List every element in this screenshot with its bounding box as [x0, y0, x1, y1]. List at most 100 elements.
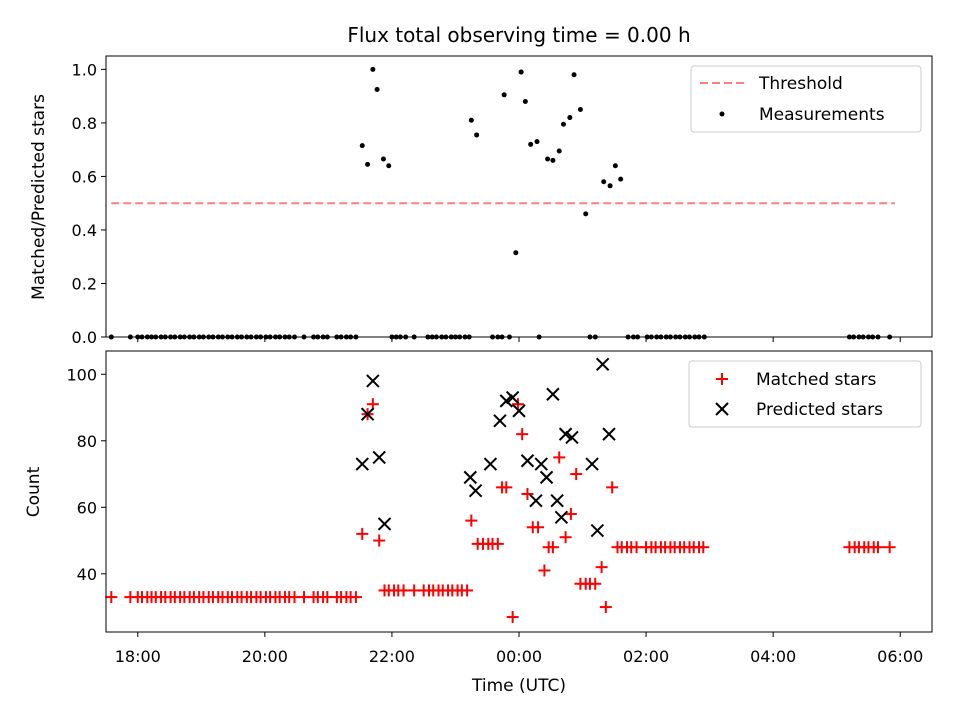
measurement-point	[550, 157, 556, 163]
predicted-star-point	[534, 457, 548, 471]
matched-star-point	[883, 541, 896, 554]
matched-star-point	[105, 591, 118, 604]
measurement-point	[474, 132, 480, 138]
matched-star-point	[500, 481, 513, 494]
bottom-y-axis-label: Count	[24, 466, 44, 517]
matched-star-point	[506, 611, 519, 624]
matched-star-point	[373, 534, 386, 547]
legend-measurements-swatch	[719, 111, 725, 117]
bottom-legend-box	[688, 360, 922, 428]
matched-star-point	[871, 541, 884, 554]
matched-star-point	[697, 541, 710, 554]
predicted-star-point	[468, 483, 483, 498]
measurement-point	[380, 156, 386, 162]
measurement-point	[501, 92, 507, 98]
x-tick-label: 00:00	[496, 647, 542, 666]
x-tick-label: 06:00	[877, 647, 923, 666]
measurement-point	[618, 176, 624, 182]
predicted-star-point	[554, 510, 569, 524]
legend-measurements-label: Measurements	[759, 105, 885, 125]
matched-star-point	[599, 601, 612, 614]
matched-star-point	[595, 561, 608, 574]
matched-star-point	[606, 481, 619, 494]
bottom-y-tick-label: 40	[77, 565, 97, 584]
matched-star-point	[532, 521, 545, 534]
measurement-point	[468, 117, 474, 123]
measurement-point	[560, 121, 566, 127]
measurement-point	[612, 163, 618, 169]
x-tick-label: 02:00	[623, 647, 669, 666]
matched-star-point	[465, 514, 478, 527]
matched-star-point	[570, 468, 583, 481]
bottom-plot-marks	[105, 357, 896, 624]
bottom-y-tick-label: 60	[77, 498, 97, 517]
measurement-point	[513, 250, 519, 256]
measurement-point	[522, 98, 528, 104]
measurement-point	[571, 72, 577, 78]
matched-star-point	[553, 451, 566, 464]
top-y-axis-label: Matched/Predicted stars	[29, 94, 49, 300]
matched-star-point	[356, 527, 369, 540]
measurement-point	[374, 86, 380, 92]
bottom-panel: 40 60 80 100 18:00 20:00 22:00 00:00 02:00 04:00…	[24, 350, 933, 696]
measurement-point	[386, 163, 392, 169]
predicted-star-point	[505, 390, 520, 405]
x-tick-label: 04:00	[750, 647, 796, 666]
measurement-point	[567, 115, 573, 121]
figure-title: Flux total observing time = 0.00 h	[347, 23, 690, 47]
top-legend: Threshold Measurements	[690, 65, 922, 133]
top-y-tick-label: 0.0	[72, 328, 97, 347]
predicted-star-point	[595, 357, 610, 372]
measurement-point	[607, 183, 613, 189]
x-axis-label: Time (UTC)	[471, 676, 566, 696]
legend-matched-label: Matched stars	[756, 370, 876, 390]
measurement-point	[545, 156, 551, 162]
matched-star-point	[559, 531, 572, 544]
x-tick-label: 20:00	[242, 647, 288, 666]
top-legend-box	[690, 65, 922, 133]
predicted-star-point	[372, 450, 386, 465]
measurement-point	[601, 179, 607, 185]
x-tick-label: 22:00	[369, 647, 415, 666]
measurement-point	[365, 161, 371, 167]
predicted-star-point	[529, 493, 543, 508]
bottom-axes-frame	[105, 350, 933, 633]
predicted-star-point	[546, 387, 560, 401]
measurement-point	[370, 66, 376, 72]
bottom-y-ticks: 40 60 80 100	[66, 365, 106, 584]
legend-predicted-label: Predicted stars	[756, 400, 883, 420]
predicted-star-point	[366, 374, 380, 388]
measurement-point	[577, 107, 583, 113]
matched-star-point	[516, 428, 529, 441]
top-y-tick-label: 0.4	[72, 221, 97, 240]
measurement-point	[534, 139, 540, 145]
top-y-tick-label: 0.2	[72, 274, 97, 293]
measurement-point	[518, 69, 524, 75]
top-y-tick-label: 0.8	[72, 114, 97, 133]
matched-star-point	[349, 591, 362, 604]
measurement-point	[528, 141, 534, 147]
bottom-y-tick-label: 80	[77, 432, 97, 451]
predicted-star-point	[493, 414, 507, 428]
predicted-star-point	[377, 517, 392, 531]
top-y-tick-label: 1.0	[72, 60, 97, 79]
top-axes-frame	[105, 55, 933, 338]
x-tick-label: 18:00	[115, 647, 161, 666]
predicted-star-point	[355, 457, 369, 471]
predicted-star-point	[463, 470, 477, 485]
predicted-star-point	[360, 407, 375, 421]
matched-star-point	[546, 541, 559, 554]
predicted-star-point	[483, 457, 498, 471]
top-y-ticks: 0.0 0.2 0.4 0.6 0.8 1.0	[72, 60, 106, 347]
matched-star-point	[564, 507, 577, 520]
matched-star-point	[538, 564, 551, 577]
bottom-x-ticks: 18:00 20:00 22:00 00:00 02:00 04:00 06:00	[115, 632, 923, 666]
matched-star-point	[521, 487, 534, 500]
predicted-star-point	[512, 404, 526, 418]
matched-star-point	[461, 584, 474, 597]
predicted-star-point	[602, 427, 616, 441]
matched-star-point	[491, 537, 504, 550]
predicted-star-point	[539, 470, 554, 485]
measurement-point	[583, 211, 589, 217]
